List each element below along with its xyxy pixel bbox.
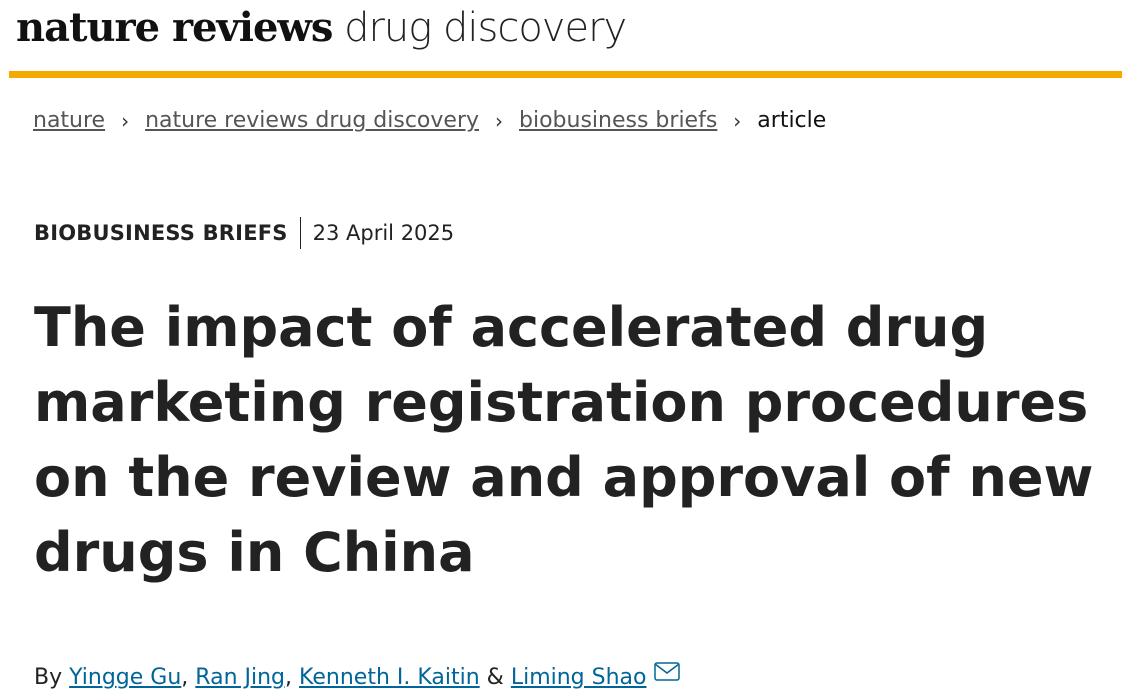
breadcrumbs: nature › nature reviews drug discovery › b… — [33, 108, 826, 133]
by-label: By — [34, 665, 63, 690]
site-header: nature reviews drug discovery — [9, 0, 1122, 78]
date: 23 April 2025 — [312, 221, 455, 245]
breadcrumb-separator: › — [121, 108, 130, 133]
breadcrumb-link[interactable]: biobusiness briefs — [519, 108, 718, 133]
breadcrumb-separator: › — [733, 108, 742, 133]
section-label: BIOBUSINESS BRIEFS — [34, 221, 288, 245]
article-meta: BIOBUSINESS BRIEFS 23 April 2025 — [34, 217, 454, 249]
comma: , — [181, 665, 189, 690]
article-title: The impact of accelerated drug marketing… — [34, 296, 1094, 584]
brand-bold: nature reviews — [16, 4, 333, 51]
author-link[interactable]: Ran Jing — [195, 665, 286, 690]
ampersand: & — [486, 665, 504, 690]
author-list: By Yingge Gu, Ran Jing, Kenneth I. Kaiti… — [34, 662, 680, 690]
comma: , — [285, 665, 293, 690]
breadcrumb-separator: › — [495, 108, 504, 133]
brand-logo[interactable]: nature reviews drug discovery — [16, 4, 627, 51]
author-link[interactable]: Kenneth I. Kaitin — [299, 665, 480, 690]
breadcrumb-link[interactable]: nature — [33, 108, 106, 133]
author-link[interactable]: Liming Shao — [510, 665, 647, 690]
divider — [299, 217, 301, 249]
author-link[interactable]: Yingge Gu — [69, 665, 182, 690]
email-icon[interactable] — [653, 662, 680, 682]
brand-light: drug discovery — [344, 5, 627, 51]
breadcrumb-current: article — [757, 108, 827, 133]
breadcrumb-link[interactable]: nature reviews drug discovery — [145, 108, 480, 133]
